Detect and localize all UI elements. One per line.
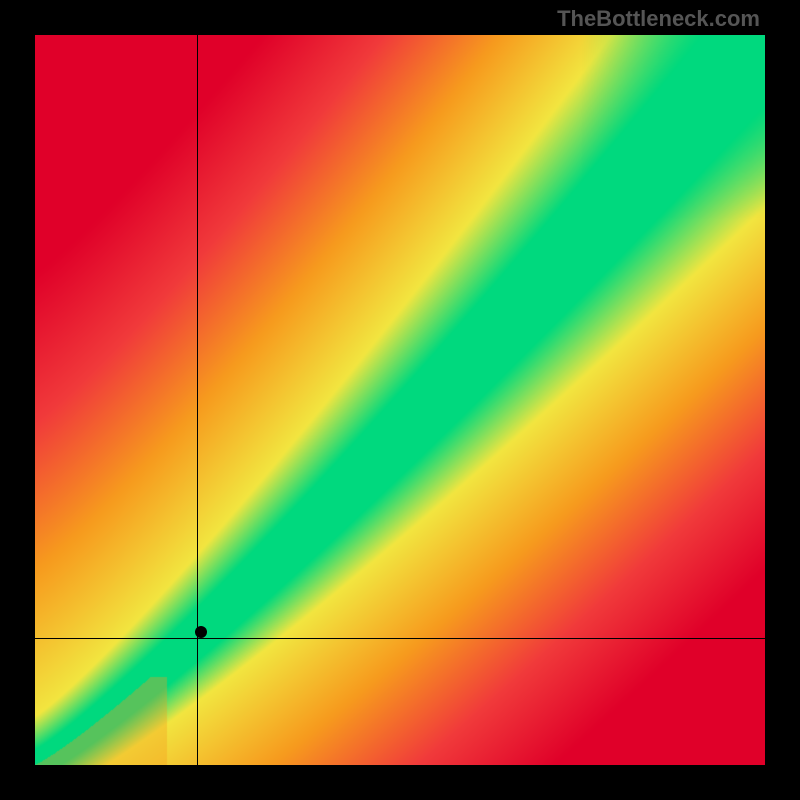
crosshair-vertical — [197, 35, 198, 765]
crosshair-horizontal — [35, 638, 765, 639]
operating-point-marker — [195, 626, 207, 638]
plot-area — [35, 35, 765, 765]
bottleneck-heatmap — [35, 35, 765, 765]
watermark-text: TheBottleneck.com — [557, 6, 760, 32]
